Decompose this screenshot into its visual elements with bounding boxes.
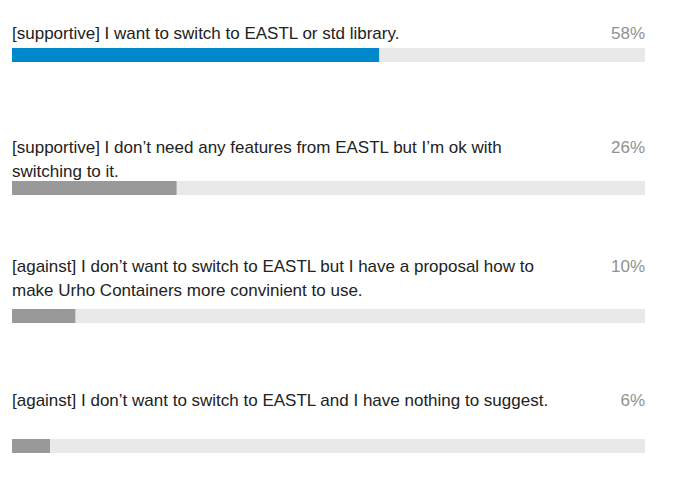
svg-text:10%: 10% — [611, 257, 645, 276]
svg-text:[supportive] I don’t need any: [supportive] I don’t need any features f… — [12, 138, 507, 157]
svg-text:switching to it.: switching to it. — [12, 162, 119, 181]
svg-text:6%: 6% — [620, 391, 645, 410]
svg-text:58%: 58% — [611, 24, 645, 43]
svg-text:[supportive] I want to switch: [supportive] I want to switch to EASTL o… — [12, 24, 399, 43]
svg-text:make Urho Containers more conv: make Urho Containers more convinient to … — [12, 281, 363, 300]
svg-text:26%: 26% — [611, 138, 645, 157]
svg-text:[against] I don’t want to swit: [against] I don’t want to switch to EAST… — [12, 257, 539, 276]
svg-text:[against] I don’t want to swit: [against] I don’t want to switch to EAST… — [12, 391, 548, 410]
